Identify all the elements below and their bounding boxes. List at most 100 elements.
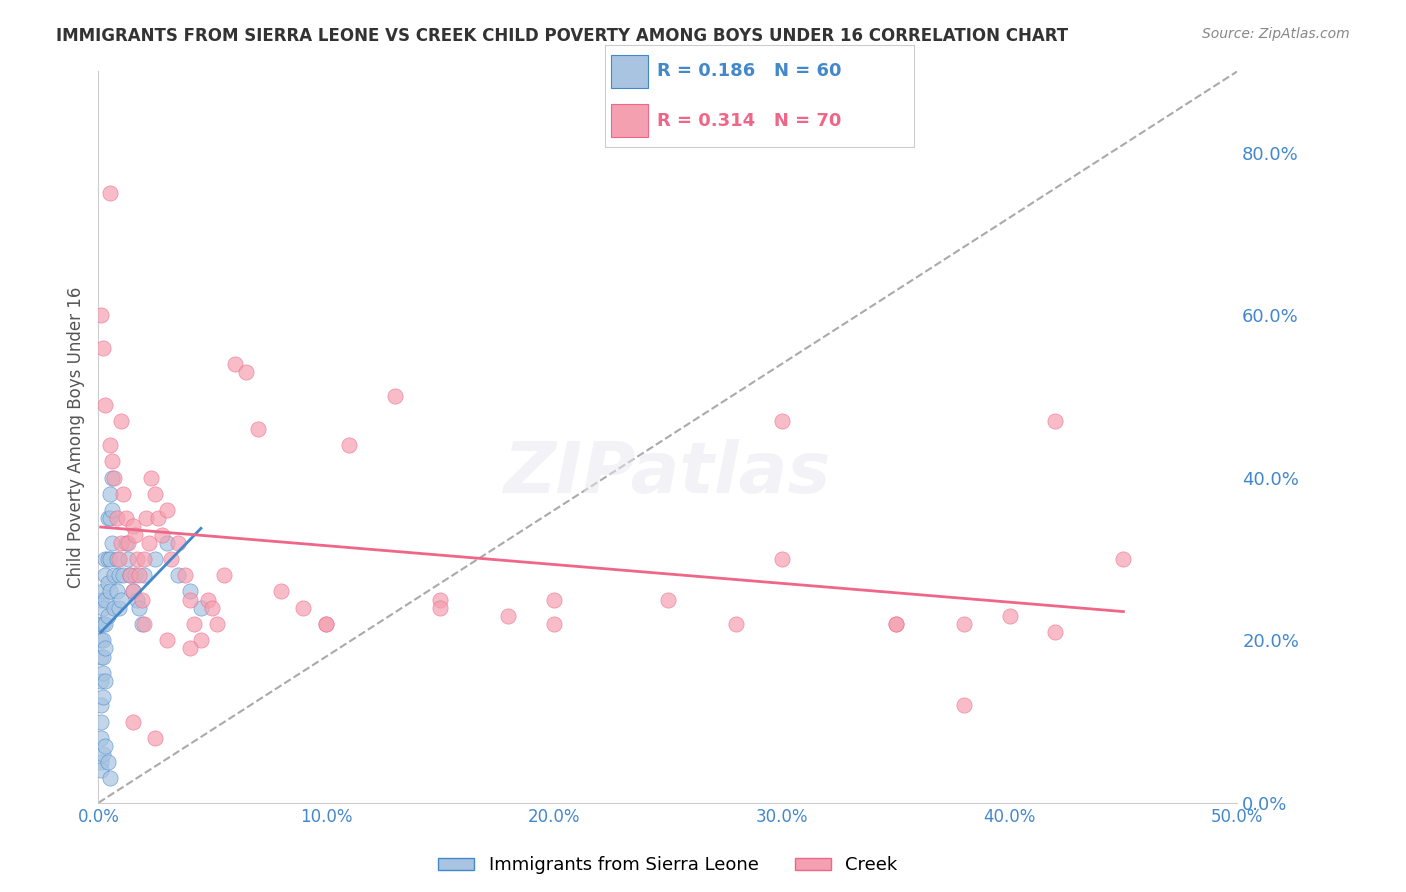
Point	[98, 772, 121, 786]
Point	[197, 592, 219, 607]
Point	[127, 592, 149, 607]
Point	[91, 665, 114, 680]
Point	[953, 698, 976, 713]
Point	[121, 584, 143, 599]
Point	[90, 649, 112, 664]
Text: Source: ZipAtlas.com: Source: ZipAtlas.com	[1202, 27, 1350, 41]
Y-axis label: Child Poverty Among Boys Under 16: Child Poverty Among Boys Under 16	[66, 286, 84, 588]
Point	[156, 633, 179, 648]
Point	[108, 568, 131, 582]
Bar	[610, 104, 648, 137]
Point	[91, 633, 114, 648]
Point	[212, 568, 235, 582]
Point	[98, 186, 121, 201]
Point	[90, 731, 112, 745]
Point	[128, 600, 150, 615]
Point	[429, 600, 451, 615]
Point	[90, 764, 112, 778]
Point	[108, 552, 131, 566]
Point	[657, 592, 679, 607]
Point	[90, 714, 112, 729]
Point	[183, 617, 205, 632]
Point	[90, 673, 112, 688]
Point	[270, 584, 292, 599]
Point	[246, 422, 269, 436]
Point	[884, 617, 907, 632]
Point	[124, 527, 146, 541]
Point	[91, 649, 114, 664]
Point	[156, 503, 179, 517]
Point	[315, 617, 337, 632]
Point	[179, 592, 201, 607]
Point	[190, 600, 212, 615]
Point	[131, 617, 153, 632]
Point	[98, 438, 121, 452]
Point	[156, 535, 179, 549]
Point	[91, 690, 114, 705]
Point	[224, 357, 246, 371]
Point	[96, 755, 118, 769]
Point	[103, 471, 125, 485]
Point	[884, 617, 907, 632]
Point	[94, 552, 117, 566]
Point	[160, 552, 183, 566]
Point	[98, 552, 121, 566]
Point	[105, 584, 128, 599]
Legend: Immigrants from Sierra Leone, Creek: Immigrants from Sierra Leone, Creek	[432, 849, 904, 881]
Point	[101, 454, 124, 468]
Point	[91, 600, 114, 615]
Point	[127, 552, 149, 566]
Point	[131, 592, 153, 607]
Point	[101, 535, 124, 549]
Point	[770, 414, 793, 428]
Point	[139, 471, 162, 485]
Point	[94, 739, 117, 753]
Point	[96, 552, 118, 566]
Point	[108, 600, 131, 615]
Point	[117, 535, 139, 549]
Point	[112, 487, 135, 501]
Point	[90, 698, 112, 713]
Point	[105, 552, 128, 566]
Point	[94, 568, 117, 582]
Bar	[610, 55, 648, 87]
Point	[145, 487, 167, 501]
Point	[121, 714, 143, 729]
Point	[105, 511, 128, 525]
Point	[770, 552, 793, 566]
Point	[110, 592, 132, 607]
Point	[96, 608, 118, 623]
Point	[96, 511, 118, 525]
Point	[174, 568, 197, 582]
Point	[90, 755, 112, 769]
Point	[179, 641, 201, 656]
Text: R = 0.314   N = 70: R = 0.314 N = 70	[657, 112, 842, 129]
Point	[110, 535, 132, 549]
Point	[94, 398, 117, 412]
Point	[98, 487, 121, 501]
Point	[98, 584, 121, 599]
Point	[205, 617, 228, 632]
Point	[90, 592, 112, 607]
Point	[337, 438, 360, 452]
Point	[120, 568, 142, 582]
Point	[117, 552, 139, 566]
Point	[91, 617, 114, 632]
Point	[138, 535, 160, 549]
Point	[384, 389, 406, 403]
Point	[110, 414, 132, 428]
Point	[498, 608, 520, 623]
Text: IMMIGRANTS FROM SIERRA LEONE VS CREEK CHILD POVERTY AMONG BOYS UNDER 16 CORRELAT: IMMIGRANTS FROM SIERRA LEONE VS CREEK CH…	[56, 27, 1069, 45]
Point	[98, 511, 121, 525]
Point	[90, 308, 112, 322]
Point	[90, 633, 112, 648]
Point	[121, 584, 143, 599]
Point	[91, 341, 114, 355]
Point	[132, 568, 155, 582]
Point	[90, 617, 112, 632]
Text: ZIPatlas: ZIPatlas	[505, 439, 831, 508]
Point	[543, 592, 565, 607]
Point	[101, 471, 124, 485]
Point	[429, 592, 451, 607]
Point	[167, 568, 190, 582]
